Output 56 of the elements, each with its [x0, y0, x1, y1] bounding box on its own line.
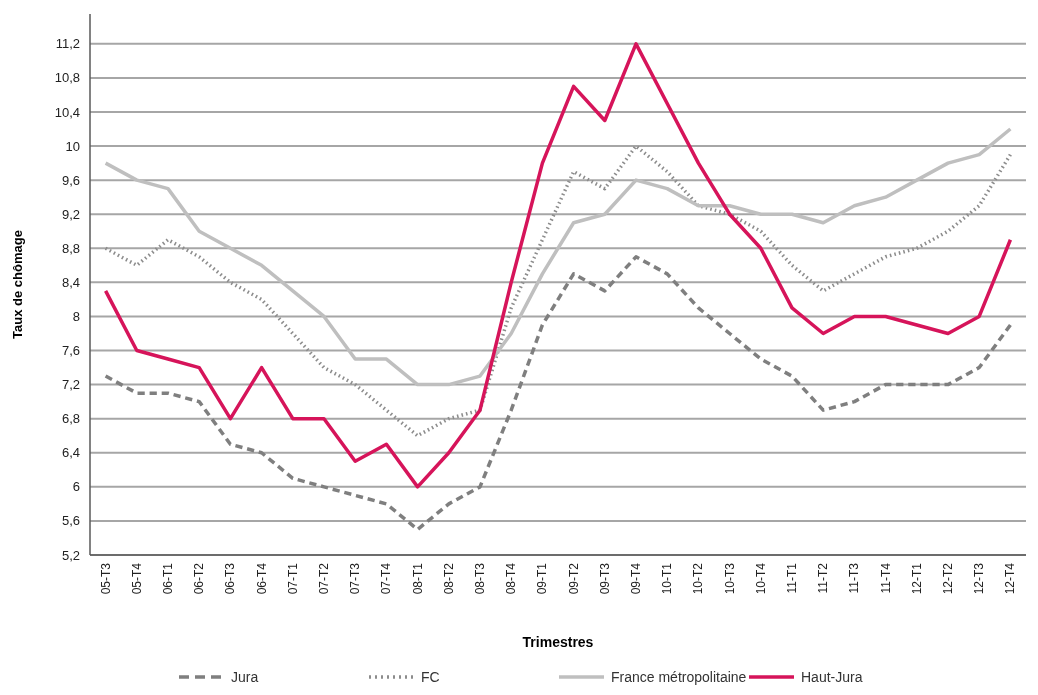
x-tick-label: 06-T1 [161, 562, 175, 595]
y-tick-label: 6,4 [61, 445, 80, 461]
x-tick-label: 09-T2 [566, 562, 581, 595]
x-tick-label: 09-T3 [597, 562, 612, 595]
y-tick-label: 9,2 [61, 206, 80, 222]
line-series [103, 144, 1013, 438]
line-series [103, 42, 1013, 489]
y-tick-label: 5,2 [61, 547, 80, 563]
x-tick-label: 12-T2 [941, 562, 955, 595]
legend-label: Jura [231, 668, 259, 685]
line-series [103, 127, 1013, 387]
y-tick-label: 11,2 [55, 36, 80, 52]
x-tick-label: 10-T1 [660, 562, 675, 595]
y-tick-label: 10,4 [54, 104, 80, 120]
x-tick-label: 11-T1 [785, 562, 799, 594]
x-tick-label: 07-T2 [317, 562, 331, 595]
y-tick-label: 6,8 [61, 411, 80, 427]
y-tick-label: 6 [72, 479, 80, 495]
x-tick-label: 09-T1 [535, 562, 550, 595]
y-tick-label: 9,6 [61, 172, 80, 188]
legend-label: Haut-Jura [801, 668, 863, 685]
x-tick-label: 08-T2 [441, 562, 456, 595]
x-tick-label: 06-T4 [254, 562, 269, 595]
y-tick-label: 8 [72, 309, 80, 324]
x-tick-label: 07-T3 [348, 562, 363, 595]
legend-label: FC [421, 668, 440, 685]
x-tick-label: 08-T3 [473, 562, 487, 595]
x-tick-label: 10-T3 [722, 562, 737, 595]
y-tick-label: 7,2 [61, 377, 80, 393]
x-tick-label: 09-T4 [629, 562, 643, 595]
legend-label: France métropolitaine [611, 668, 747, 685]
x-tick-label: 12-T1 [909, 562, 924, 595]
x-tick-label: 07-T1 [285, 562, 300, 595]
y-axis-title: Taux de chômage [10, 230, 25, 339]
x-tick-label: 12-T3 [972, 562, 987, 595]
x-tick-label: 11-T3 [847, 562, 862, 594]
x-axis-title: Trimestres [522, 634, 594, 650]
x-tick-label: 08-T1 [410, 562, 425, 595]
y-tick-label: 10 [65, 138, 80, 154]
x-tick-label: 11-T2 [816, 562, 831, 594]
x-tick-label: 11-T4 [878, 562, 893, 594]
y-tick-label: 8,8 [61, 240, 80, 256]
x-tick-label: 12-T4 [1003, 562, 1018, 595]
y-tick-label: 5,6 [61, 513, 80, 529]
x-tick-label: 05-T4 [129, 562, 144, 595]
x-tick-label: 06-T2 [192, 562, 207, 595]
x-tick-label: 10-T2 [691, 562, 706, 595]
y-tick-label: 7,6 [61, 343, 80, 359]
y-tick-label: 10,8 [54, 70, 80, 86]
x-tick-label: 07-T4 [379, 562, 394, 595]
y-tick-label: 8,4 [61, 274, 80, 290]
x-tick-label: 08-T4 [504, 562, 519, 595]
line-series [103, 255, 1013, 532]
x-tick-label: 10-T4 [753, 562, 768, 595]
x-tick-label: 05-T3 [98, 562, 113, 595]
x-tick-label: 06-T3 [223, 562, 238, 595]
